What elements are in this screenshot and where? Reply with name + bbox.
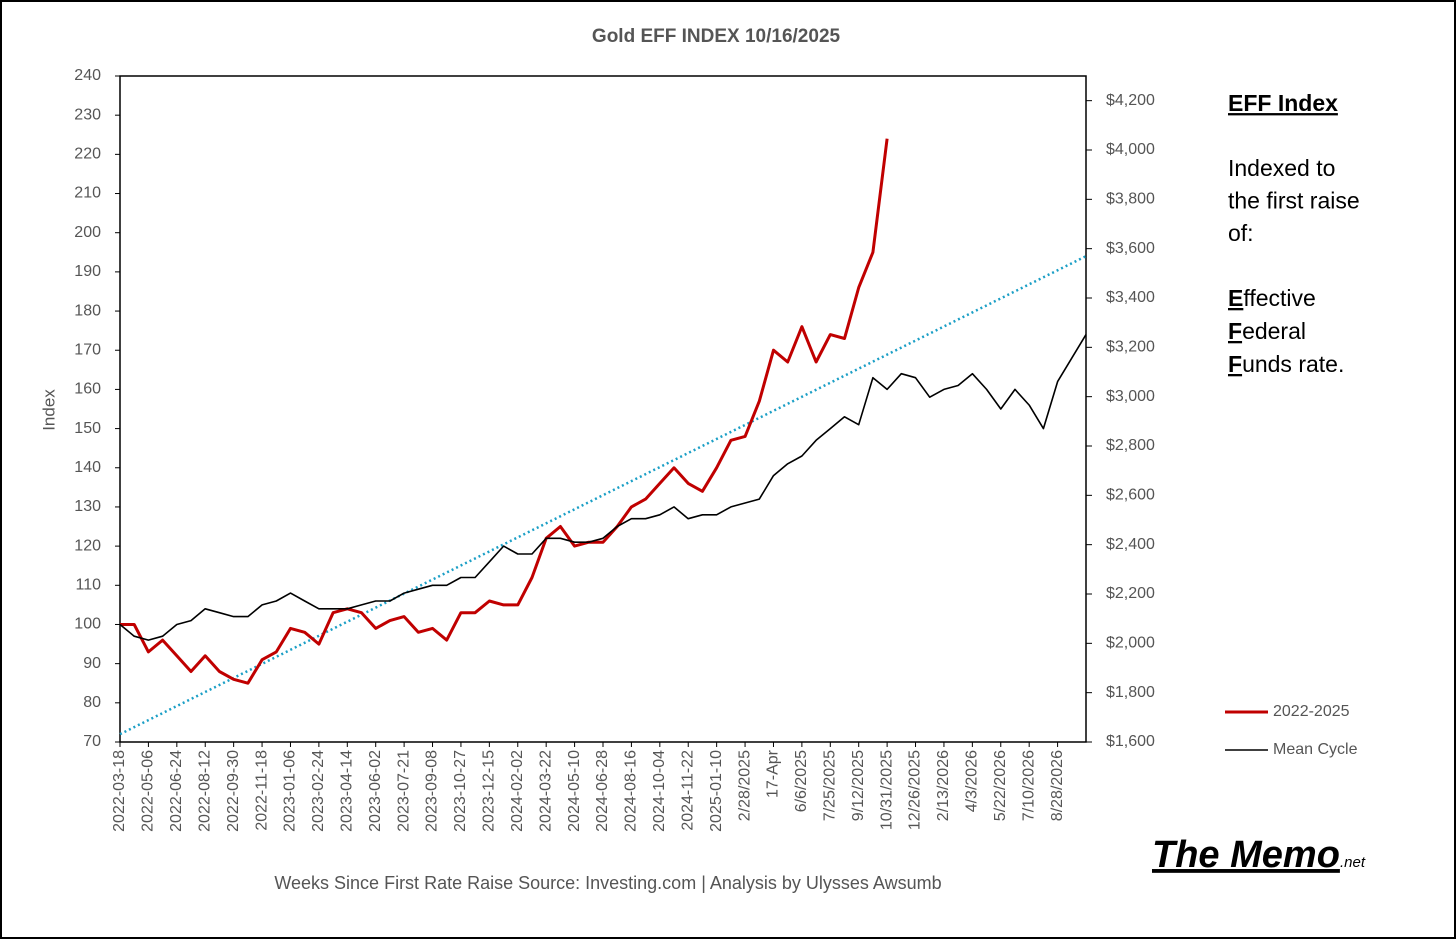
- y2-tick-label: $2,200: [1106, 585, 1155, 602]
- y2-tick-label: $2,600: [1106, 487, 1155, 504]
- x-tick-label: 2/28/2025: [736, 750, 753, 821]
- x-tick-label: 9/12/2025: [850, 750, 867, 821]
- y2-tick-label: $3,800: [1106, 191, 1155, 208]
- x-tick-label: 2023-06-02: [367, 750, 384, 832]
- y2-tick-label: $4,000: [1106, 141, 1155, 158]
- y2-tick-label: $3,400: [1106, 289, 1155, 306]
- y2-tick-label: $1,800: [1106, 684, 1155, 701]
- series-line: [119, 334, 1087, 641]
- logo-suffix: .net: [1340, 854, 1366, 871]
- x-tick-label: 10/31/2025: [878, 750, 895, 830]
- y-tick-label: 130: [74, 498, 101, 515]
- y-tick-label: 100: [74, 616, 101, 633]
- y-tick-label: 180: [74, 302, 101, 319]
- y-tick-label: 200: [74, 224, 101, 241]
- x-tick-label: 2023-09-08: [424, 750, 441, 832]
- x-tick-label: 6/6/2025: [793, 750, 810, 812]
- legend-label: Mean Cycle: [1273, 741, 1358, 758]
- term-initial: F: [1228, 318, 1242, 344]
- x-tick-label: 2/13/2026: [935, 750, 952, 821]
- x-tick-label: 2022-08-12: [196, 750, 213, 832]
- x-tick-label: 17-Apr: [765, 749, 782, 798]
- term-rest: ederal: [1242, 318, 1306, 344]
- x-tick-label: 2024-06-28: [594, 750, 611, 832]
- y2-tick-label: $2,400: [1106, 536, 1155, 553]
- x-tick-label: 2022-09-30: [225, 750, 242, 832]
- x-tick-label: 7/10/2026: [1020, 750, 1037, 821]
- term-rest: unds rate.: [1242, 351, 1344, 377]
- panel-term: Effective: [1228, 285, 1316, 311]
- y-tick-label: 220: [74, 146, 101, 163]
- y2-tick-label: $4,200: [1106, 92, 1155, 109]
- y-tick-label: 230: [74, 106, 101, 123]
- x-tick-label: 2022-11-18: [253, 750, 270, 831]
- y-tick-label: 170: [74, 341, 101, 358]
- y-tick-label: 110: [75, 577, 101, 594]
- y-tick-label: 90: [83, 655, 101, 672]
- panel-term: Federal: [1228, 318, 1306, 344]
- x-tick-label: 2023-04-14: [339, 750, 356, 832]
- x-tick-label: 2023-02-24: [310, 750, 327, 832]
- x-tick-label: 2022-03-18: [111, 750, 128, 832]
- x-tick-label: 2023-07-21: [395, 750, 412, 832]
- y-tick-label: 80: [83, 694, 101, 711]
- x-tick-label: 7/25/2025: [822, 750, 839, 821]
- legend-label: 2022-2025: [1273, 703, 1350, 720]
- term-rest: ffective: [1243, 285, 1315, 311]
- x-tick-label: 5/22/2026: [992, 750, 1009, 821]
- panel-heading: EFF Index: [1228, 90, 1338, 116]
- panel-line: the first raise: [1228, 188, 1360, 214]
- x-tick-label: 2023-01-06: [282, 750, 299, 832]
- y2-tick-label: $3,200: [1106, 339, 1155, 356]
- y-tick-label: 160: [74, 381, 101, 398]
- x-tick-label: 2023-10-27: [452, 750, 469, 832]
- x-axis-label: Weeks Since First Rate Raise Source: Inv…: [274, 873, 941, 893]
- y2-tick-label: $3,000: [1106, 388, 1155, 405]
- y-tick-label: 210: [74, 185, 101, 202]
- x-tick-label: 4/3/2026: [964, 750, 981, 812]
- x-tick-label: 2022-05-06: [140, 750, 157, 832]
- x-tick-label: 2025-01-10: [708, 750, 725, 832]
- x-tick-label: 2024-05-10: [566, 750, 583, 832]
- y-tick-label: 120: [74, 537, 101, 554]
- y-tick-label: 240: [74, 67, 101, 84]
- y2-tick-label: $2,800: [1106, 437, 1155, 454]
- y2-tick-label: $2,000: [1106, 635, 1155, 652]
- y-tick-label: 70: [83, 733, 101, 750]
- y2-tick-label: $3,600: [1106, 240, 1155, 257]
- y-tick-label: 150: [74, 420, 101, 437]
- chart-title: Gold EFF INDEX 10/16/2025: [592, 26, 841, 47]
- x-tick-label: 2022-06-24: [168, 750, 185, 832]
- x-tick-label: 2023-12-15: [481, 750, 498, 832]
- x-tick-label: 2024-02-02: [509, 750, 526, 832]
- y2-tick-label: $1,600: [1106, 733, 1155, 750]
- x-tick-label: 2024-10-04: [651, 750, 668, 832]
- panel-line: Indexed to: [1228, 155, 1335, 181]
- x-tick-label: 2024-03-22: [537, 750, 554, 832]
- term-initial: F: [1228, 351, 1242, 377]
- x-tick-label: 2024-08-16: [623, 750, 640, 832]
- panel-term: Funds rate.: [1228, 351, 1344, 377]
- x-tick-label: 12/26/2025: [907, 750, 924, 830]
- x-tick-label: 8/28/2026: [1049, 750, 1066, 821]
- logo: The Memo: [1152, 834, 1340, 876]
- panel-line: of:: [1228, 220, 1254, 246]
- y-axis-label: Index: [39, 389, 58, 431]
- term-initial: E: [1228, 285, 1243, 311]
- x-tick-label: 2024-11-22: [679, 750, 696, 831]
- series-line: [120, 138, 889, 685]
- y-tick-label: 140: [74, 459, 101, 476]
- y-tick-label: 190: [74, 263, 101, 280]
